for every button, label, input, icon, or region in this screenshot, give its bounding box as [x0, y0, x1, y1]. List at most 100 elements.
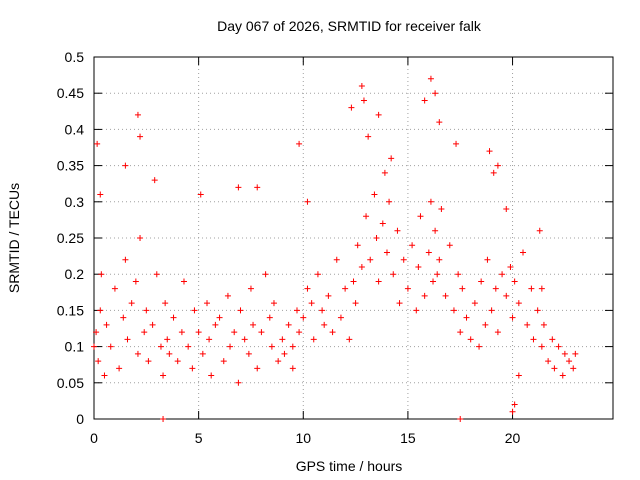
data-point: [237, 307, 244, 314]
data-point: [404, 285, 411, 292]
data-point: [425, 249, 432, 256]
data-point: [570, 365, 577, 372]
data-point: [220, 358, 227, 365]
data-point: [459, 285, 466, 292]
data-point: [511, 278, 518, 285]
data-point: [235, 379, 242, 386]
data-point: [375, 278, 382, 285]
y-tick-label: 0.05: [57, 375, 84, 391]
data-point: [394, 227, 401, 234]
data-point: [97, 307, 104, 314]
data-point: [478, 278, 485, 285]
data-point: [524, 321, 531, 328]
data-point: [561, 350, 568, 357]
data-point: [333, 256, 340, 263]
data-point: [358, 82, 365, 89]
data-point: [551, 365, 558, 372]
data-point: [528, 285, 535, 292]
data-point: [457, 416, 464, 422]
data-point: [103, 321, 110, 328]
data-point: [199, 350, 206, 357]
data-point: [180, 278, 187, 285]
data-point: [94, 140, 101, 147]
data-point: [396, 300, 403, 307]
data-point: [536, 227, 543, 234]
data-point: [442, 292, 449, 299]
data-point: [160, 416, 167, 422]
y-tick-label: 0.25: [57, 230, 84, 246]
data-point: [296, 140, 303, 147]
data-point: [432, 227, 439, 234]
data-point: [482, 321, 489, 328]
data-point: [270, 300, 277, 307]
data-point: [492, 285, 499, 292]
data-point: [137, 133, 144, 140]
data-point: [122, 162, 129, 169]
data-point: [325, 292, 332, 299]
data-point: [455, 271, 462, 278]
data-point: [93, 329, 100, 336]
data-point: [360, 97, 367, 104]
data-point: [375, 111, 382, 118]
data-point: [490, 169, 497, 176]
data-point: [476, 343, 483, 350]
data-point: [231, 329, 238, 336]
data-point: [421, 97, 428, 104]
data-point: [241, 336, 248, 343]
data-point: [300, 314, 307, 321]
data-point: [250, 321, 257, 328]
data-point: [415, 263, 422, 270]
data-point: [197, 191, 204, 198]
x-tick-label: 10: [295, 430, 311, 446]
x-tick-label: 5: [195, 430, 203, 446]
data-point: [157, 343, 164, 350]
data-point: [310, 336, 317, 343]
data-point: [484, 256, 491, 263]
data-point: [174, 358, 181, 365]
data-point: [538, 285, 545, 292]
data-point: [262, 271, 269, 278]
data-point: [373, 235, 380, 241]
data-point: [371, 191, 378, 198]
data-point: [346, 336, 353, 343]
data-point: [153, 271, 160, 278]
data-point: [381, 169, 388, 176]
data-point: [111, 285, 118, 292]
data-point: [122, 256, 129, 263]
data-point: [488, 307, 495, 314]
y-axis-label: SRMTID / TECUs: [6, 183, 22, 293]
data-point: [337, 314, 344, 321]
data-point: [572, 350, 579, 357]
data-point: [97, 191, 104, 198]
y-tick-label: 0.4: [65, 121, 85, 137]
data-point: [386, 198, 393, 205]
data-point: [503, 206, 510, 213]
data-point: [216, 314, 223, 321]
data-point: [191, 307, 198, 314]
data-point: [289, 365, 296, 372]
data-point: [128, 300, 135, 307]
data-point: [143, 307, 150, 314]
x-tick-label: 0: [90, 430, 98, 446]
data-point: [279, 336, 286, 343]
data-point: [149, 321, 156, 328]
data-point: [101, 372, 108, 379]
data-point: [432, 90, 439, 97]
data-point: [549, 336, 556, 343]
grid: [94, 57, 613, 419]
data-point: [160, 372, 167, 379]
data-point: [515, 300, 522, 307]
data-point: [98, 271, 105, 278]
data-point: [254, 184, 261, 191]
data-point: [520, 249, 527, 256]
data-point: [352, 300, 359, 307]
data-point: [413, 307, 420, 314]
data-point: [494, 162, 501, 169]
data-point: [164, 336, 171, 343]
data-point: [132, 278, 139, 285]
data-point: [224, 292, 231, 299]
data-point: [206, 336, 213, 343]
data-point: [390, 271, 397, 278]
data-point: [467, 336, 474, 343]
